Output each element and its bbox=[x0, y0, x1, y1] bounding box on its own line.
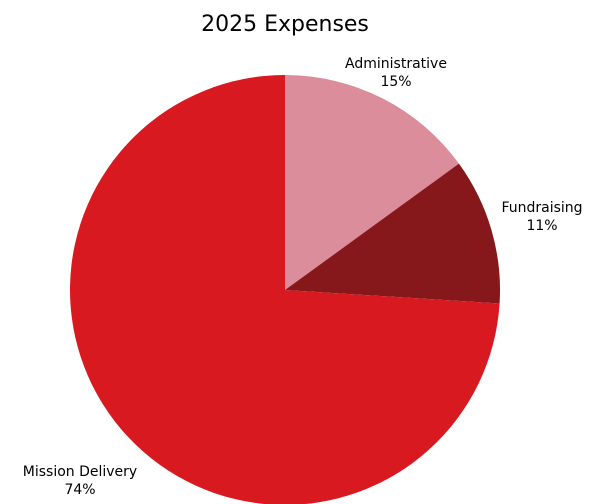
slice-label-fundraising: Fundraising 11% bbox=[501, 200, 582, 234]
slice-mission-delivery bbox=[70, 75, 500, 504]
pie-slices bbox=[70, 75, 500, 504]
slice-administrative bbox=[285, 75, 459, 290]
slice-name: Administrative bbox=[345, 56, 447, 72]
slice-name: Fundraising bbox=[501, 200, 582, 216]
slice-label-administrative: Administrative 15% bbox=[345, 56, 447, 90]
slice-percent: 15% bbox=[380, 74, 411, 90]
slice-percent: 11% bbox=[526, 218, 557, 234]
chart-title: 2025 Expenses bbox=[201, 12, 369, 37]
slice-fundraising bbox=[285, 163, 500, 304]
slice-name: Mission Delivery bbox=[23, 464, 137, 480]
slice-label-mission-delivery: Mission Delivery 74% bbox=[23, 464, 137, 498]
slice-percent: 74% bbox=[64, 482, 95, 498]
slice-labels: Administrative 15% Fundraising 11% Mission D… bbox=[23, 56, 583, 498]
